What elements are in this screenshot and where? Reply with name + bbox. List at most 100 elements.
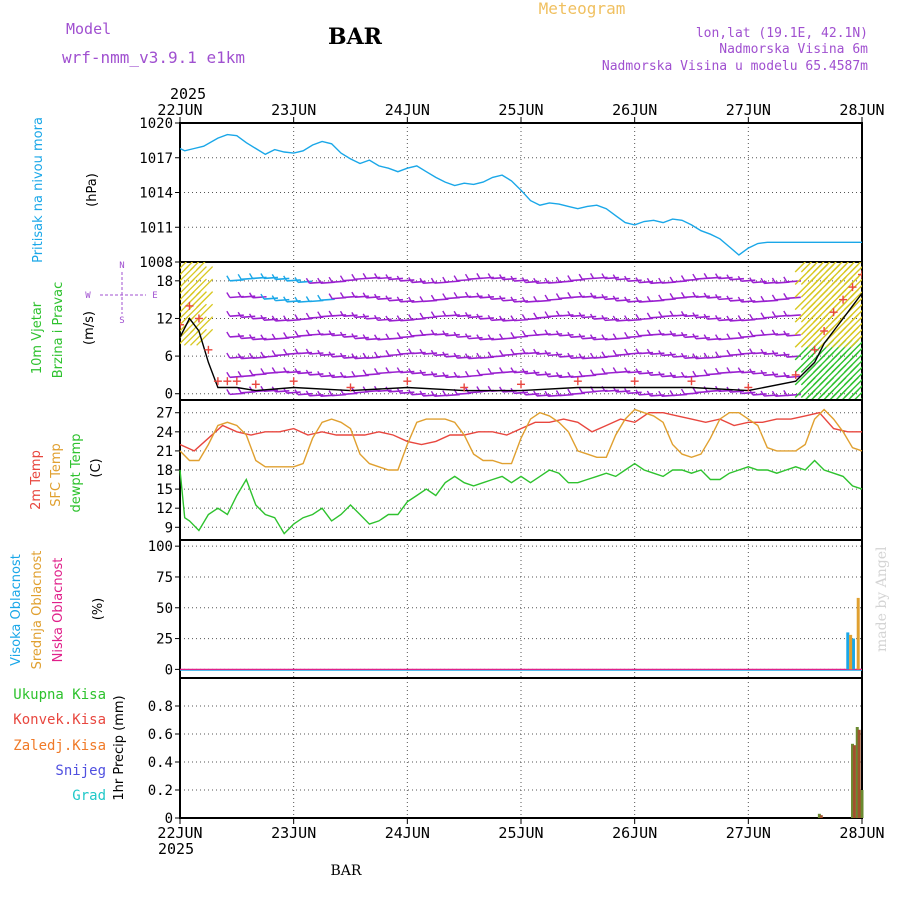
- wind-barb: [297, 280, 313, 284]
- wind-barb-flag: [749, 277, 754, 283]
- wind-barb-flag: [487, 293, 492, 300]
- wind-barb-flag: [760, 312, 765, 319]
- wind-barb: [332, 314, 347, 317]
- ytick-label: 1014: [139, 186, 173, 202]
- wind-barb-flag: [567, 310, 572, 317]
- wind-barb-flag: [555, 293, 561, 299]
- wind-barb-flag: [635, 330, 640, 337]
- wind-barb: [400, 279, 415, 282]
- wind-barb-flag: [248, 369, 254, 376]
- wind-barb: [570, 335, 585, 339]
- wind-barb: [377, 276, 392, 280]
- wind-barb-flag: [601, 367, 606, 374]
- wind-barb-flag: [373, 351, 379, 358]
- temp-ylabel-sfc: SFC Temp: [49, 443, 64, 507]
- top-year-label: 2025: [170, 85, 206, 103]
- wind-barb-flag: [476, 334, 481, 340]
- wind-barb-flag: [499, 333, 504, 340]
- wind-barb-flag: [521, 368, 526, 374]
- wind-barb-flag: [328, 390, 333, 396]
- wind-barb: [445, 314, 460, 317]
- wind-barb-flag: [294, 368, 299, 374]
- wind-barb-flag: [430, 390, 436, 397]
- wind-barb: [366, 317, 381, 320]
- wind-barb-flag: [567, 388, 572, 395]
- wind-barb-flag: [714, 351, 720, 358]
- wind-barb: [627, 391, 642, 395]
- wind-barb-flag: [771, 371, 777, 378]
- wind-barb-strong: [850, 372, 862, 386]
- wind-barb-flag: [328, 276, 333, 283]
- wind-barb-flag: [487, 367, 492, 374]
- wind-barb: [604, 318, 619, 322]
- wind-barb-flag: [703, 334, 708, 341]
- wind-barb-flag: [442, 330, 447, 337]
- wind-barb-flag: [612, 274, 617, 280]
- wind-barb-strong: [850, 309, 862, 323]
- wind-barb-flag: [612, 295, 617, 302]
- wind-barb-flag: [783, 390, 788, 396]
- wind-barb-flag: [328, 293, 333, 299]
- wind-barb: [491, 297, 506, 301]
- wind-barb-strong: [850, 359, 862, 373]
- wind-barb-flag: [487, 273, 492, 279]
- wind-barb-flag: [612, 367, 617, 373]
- compass-w: W: [85, 291, 91, 301]
- compass-rose: N S W E: [85, 261, 157, 326]
- wind-barb-flag: [658, 294, 663, 301]
- elevation-label: Nadmorska Visina 6m: [719, 42, 868, 57]
- wind-barb-flag: [555, 276, 561, 283]
- wind-barb-flag: [476, 313, 481, 320]
- wind-barb-flag: [396, 332, 401, 338]
- wind-barb: [252, 317, 267, 320]
- top-date-label: 28JUN: [839, 101, 884, 119]
- wind-barb-flag: [408, 389, 413, 396]
- wind-barb-flag: [589, 273, 595, 279]
- wind-barb: [729, 390, 745, 393]
- wind-barb-flag: [589, 313, 595, 320]
- bottom-date-label: 25JUN: [498, 824, 543, 842]
- wind-barb: [286, 279, 301, 282]
- cloud-unit: (%): [91, 598, 106, 621]
- legend-snow: Snijeg: [55, 763, 106, 779]
- wind-barb-flag: [499, 349, 504, 356]
- wind-barb: [241, 315, 256, 319]
- ytick-label: 0: [165, 387, 173, 403]
- wind-barb-flag: [408, 348, 413, 354]
- wind-barb-flag: [487, 351, 492, 358]
- wind-barb-flag: [476, 352, 481, 359]
- wind-barb-flag: [521, 296, 526, 303]
- wind-barb-flag: [419, 329, 424, 336]
- wind-barb-flag: [294, 330, 299, 337]
- wind-barb-flag: [499, 367, 504, 373]
- wind-barb-flag: [260, 368, 265, 374]
- wind-barb: [457, 314, 472, 318]
- wind-barb: [604, 389, 619, 393]
- wind-barb-flag: [726, 349, 731, 356]
- wind-barb-strong: [831, 262, 844, 273]
- wind-barb: [764, 373, 779, 377]
- wind-barb-flag: [658, 277, 663, 284]
- wind-barb-flag: [317, 390, 322, 397]
- wind-barb-flag: [646, 312, 652, 319]
- wind-barb-strong: [190, 303, 207, 321]
- wind-barb-strong: [850, 347, 862, 361]
- wind-barb: [343, 335, 358, 338]
- wind-barb-flag: [589, 292, 595, 299]
- wind-barb-flag: [760, 277, 765, 284]
- wind-barb: [400, 300, 415, 303]
- wind-barb-flag: [646, 369, 652, 376]
- wind-barb-flag: [771, 390, 777, 397]
- wind-barb-flag: [533, 348, 538, 355]
- wind-barb: [582, 336, 597, 340]
- wind-barb-flag: [624, 296, 629, 303]
- wind-barb-flag: [226, 371, 231, 378]
- wind-barb-flag: [419, 348, 424, 355]
- wind-barb-flag: [226, 310, 231, 317]
- t2m-series-line: [179, 411, 862, 452]
- wind-barb-flag: [783, 372, 788, 378]
- conv_precip-bar: [819, 815, 823, 818]
- wind-barb: [661, 333, 676, 336]
- wind-barb-flag: [510, 275, 515, 282]
- mid_cloud-bar: [849, 634, 853, 670]
